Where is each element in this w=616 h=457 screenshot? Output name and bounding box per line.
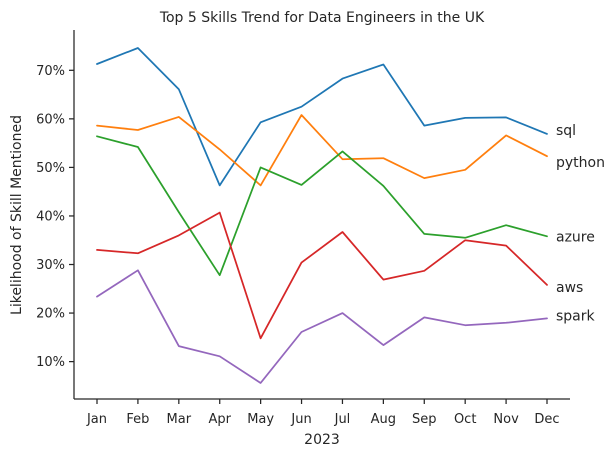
- series-lines: [96, 47, 548, 384]
- y-tick-label: 30%: [36, 258, 65, 273]
- x-tick-label: Jan: [86, 412, 107, 427]
- series-line-aws: [96, 211, 548, 340]
- x-axis-label: 2023: [304, 432, 340, 448]
- x-tick-label: Oct: [454, 412, 476, 427]
- x-tick-label: Dec: [534, 412, 559, 427]
- x-tick-label: Mar: [167, 412, 192, 427]
- series-line-spark: [96, 269, 548, 384]
- y-tick-label: 20%: [36, 307, 65, 322]
- y-axis-ticks: 10% 20% 30% 40% 50% 60% 70%: [36, 64, 74, 370]
- y-tick-label: 40%: [36, 209, 65, 224]
- series-label-azure: azure: [556, 229, 595, 245]
- x-tick-label: Jul: [334, 412, 351, 427]
- y-tick-label: 60%: [36, 112, 65, 127]
- series-line-azure: [96, 135, 548, 277]
- y-tick-label: 10%: [36, 355, 65, 370]
- y-axis-label: Likelihood of Skill Mentioned: [9, 115, 25, 315]
- series-line-sql: [96, 47, 548, 187]
- x-axis-ticks: Jan Feb Mar Apr May Jun Jul Aug Sep Oct Nov Dec: [86, 399, 560, 427]
- series-label-spark: spark: [556, 308, 596, 324]
- series-label-python: python: [556, 155, 605, 171]
- x-tick-label: Sep: [412, 412, 437, 427]
- plot-area: 10% 20% 30% 40% 50% 60% 70% Jan Feb Mar Apr May Jun…: [36, 30, 605, 427]
- x-tick-label: Nov: [493, 412, 519, 427]
- series-line-python: [96, 114, 548, 187]
- series-label-sql: sql: [556, 123, 576, 139]
- x-tick-label: Feb: [126, 412, 149, 427]
- series-labels: sql python azure aws spark: [556, 123, 605, 324]
- series-label-aws: aws: [556, 280, 583, 296]
- x-tick-label: May: [247, 412, 274, 427]
- y-tick-label: 70%: [36, 64, 65, 79]
- x-tick-label: Jun: [290, 412, 311, 427]
- chart-title: Top 5 Skills Trend for Data Engineers in…: [159, 10, 485, 26]
- x-tick-label: Aug: [371, 412, 396, 427]
- x-tick-label: Apr: [208, 412, 231, 427]
- y-tick-label: 50%: [36, 161, 65, 176]
